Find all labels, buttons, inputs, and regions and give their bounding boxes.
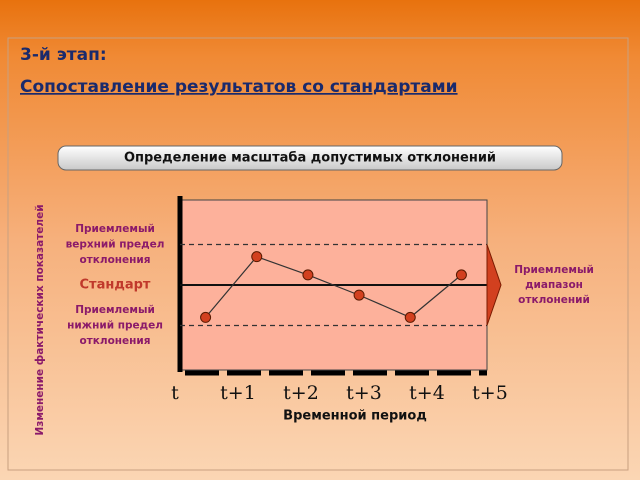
range-marker <box>486 244 502 326</box>
reference-label: Стандарт <box>80 278 151 293</box>
data-point <box>455 269 467 281</box>
reference-label: Приемлемый <box>75 223 155 235</box>
slide-title: Сопоставление результатов со стандартами <box>20 77 458 97</box>
panel <box>7 37 629 471</box>
reference-label: нижний предел <box>67 319 163 331</box>
x-axis-label: Временной период <box>283 409 427 424</box>
reference-label: верхний предел <box>66 239 165 251</box>
banner <box>57 145 563 171</box>
data-point <box>404 311 416 323</box>
reference-label: отклонения <box>79 254 150 266</box>
data-point <box>200 311 212 323</box>
reference-label: отклонения <box>79 335 150 347</box>
stage: 3-й этап: <box>20 45 107 65</box>
x-tick-label: t+3 <box>346 382 382 404</box>
reference-label: Приемлемый <box>75 304 155 316</box>
data-point <box>251 251 263 263</box>
x-tick-label: t+2 <box>283 382 319 404</box>
range-label: Приемлемый <box>514 264 594 276</box>
series-line <box>205 255 462 319</box>
chart-title: Определение масштаба допустимых отклонен… <box>124 151 496 166</box>
x-tick-label: t+4 <box>409 382 445 404</box>
data-point <box>302 269 314 281</box>
data-point <box>353 289 365 301</box>
range-label: диапазон <box>525 279 583 291</box>
x-tick-label: t+5 <box>472 382 508 404</box>
chart: Приемлемый верхний предел отклонения Станда… <box>66 223 594 404</box>
range-label: отклонений <box>518 294 590 306</box>
x-tick-label: t <box>171 382 179 404</box>
y-axis-label: Изменение фактических показателей <box>34 204 46 435</box>
x-tick-label: t+1 <box>220 382 256 404</box>
